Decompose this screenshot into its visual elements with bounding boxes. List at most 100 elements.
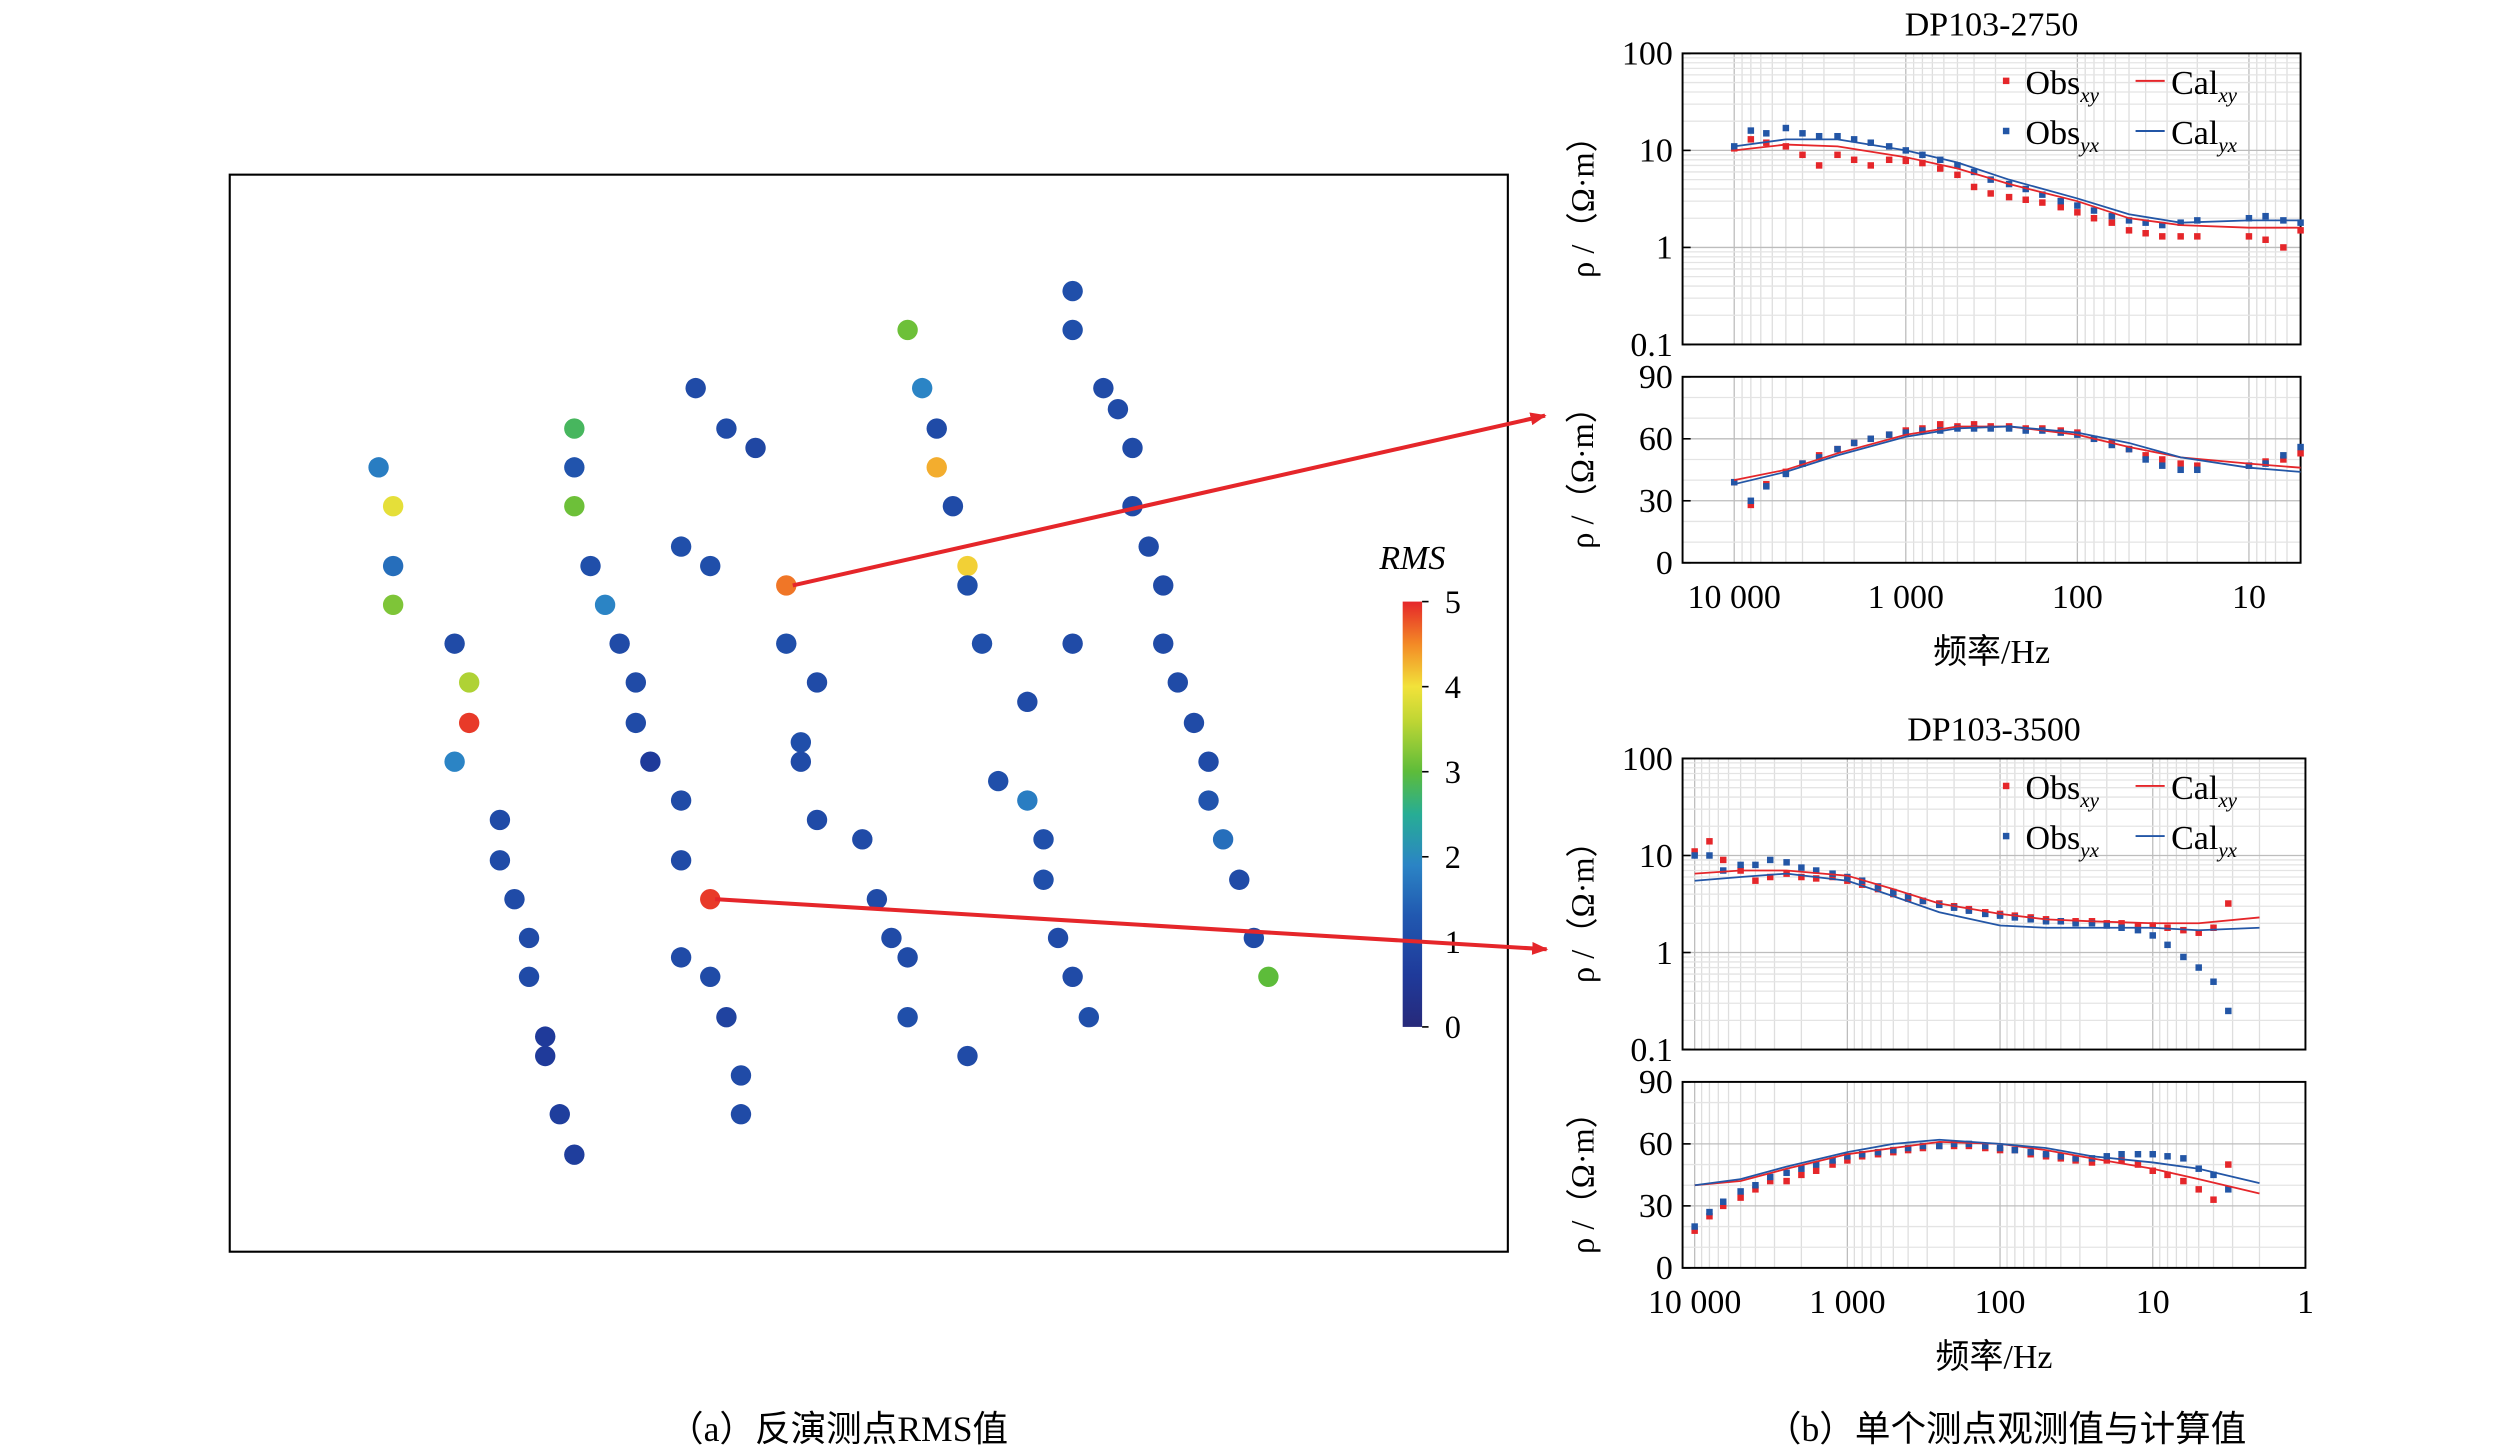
data-point	[1850, 439, 1858, 447]
y-tick-label: 1	[1656, 230, 1673, 267]
data-point	[2142, 452, 2149, 459]
data-point	[2262, 212, 2269, 220]
data-point	[1766, 1177, 1774, 1185]
x-tick-label: 100	[1975, 1284, 2026, 1321]
data-point	[2072, 1155, 2079, 1162]
y-tick-label: 0.1	[1630, 327, 1672, 364]
svg-text:Obsxy: Obsxy	[2026, 770, 2100, 812]
station-point	[518, 966, 540, 987]
arrow-to-dp103-3500	[714, 897, 1549, 955]
data-point	[2194, 462, 2201, 469]
data-point	[1987, 425, 1994, 432]
station-point	[1033, 869, 1054, 890]
data-point	[2074, 209, 2081, 216]
station-point	[685, 377, 706, 399]
data-point	[2022, 196, 2029, 203]
legend-item-cal-xy: Calxy	[2135, 65, 2238, 107]
data-point	[1798, 873, 1805, 881]
data-point	[1965, 907, 1973, 914]
data-point	[2134, 922, 2142, 929]
caption-a: （a）反演测点RMS值	[668, 1409, 1008, 1449]
data-point	[1812, 875, 1820, 882]
station-point	[957, 1045, 978, 1067]
station-point	[382, 555, 404, 577]
station-point	[942, 495, 964, 517]
data-point	[1829, 1157, 1836, 1164]
data-point	[2125, 227, 2133, 234]
data-point	[1890, 1146, 1897, 1154]
station-point	[382, 594, 404, 616]
data-point	[2164, 941, 2171, 949]
data-point	[2262, 460, 2269, 467]
x-tick-label: 1 000	[1809, 1284, 1885, 1321]
station-point	[700, 555, 721, 577]
series-line	[1734, 138, 2301, 224]
series-line	[1694, 1141, 2260, 1195]
data-point	[1834, 151, 1841, 159]
colorbar-tick-label: 2	[1445, 839, 1461, 875]
station-point	[518, 927, 540, 949]
y-tick-label: 1	[1656, 935, 1673, 972]
data-point	[2180, 953, 2187, 961]
station-point	[790, 732, 812, 753]
data-point	[1902, 157, 1910, 165]
data-point	[1982, 910, 1989, 918]
gridlines	[1682, 758, 2307, 1051]
plot-frame	[1681, 375, 2302, 564]
svg-text:Obsxy: Obsxy	[2026, 65, 2100, 107]
data-point	[1812, 1167, 1820, 1174]
data-point	[1858, 1150, 1866, 1158]
data-point	[2011, 1146, 2019, 1154]
data-point	[2210, 1196, 2217, 1203]
data-point	[1752, 861, 1759, 869]
data-point	[1812, 867, 1820, 874]
legend-item-obs-xy: Obsxy	[2002, 770, 2100, 812]
data-point	[1970, 421, 1978, 428]
data-point	[1747, 136, 1755, 143]
data-point	[2245, 462, 2253, 469]
data-point	[1752, 1181, 1759, 1189]
colorbar-tick-label: 5	[1445, 584, 1461, 620]
station-point	[1107, 398, 1129, 420]
data-point	[2103, 922, 2111, 929]
station-point	[1078, 1007, 1100, 1028]
station-point	[926, 457, 947, 478]
data-point	[1954, 171, 1961, 179]
data-point	[2159, 221, 2166, 229]
station-point	[670, 947, 692, 968]
colorbar-tick-label: 0	[1445, 1009, 1461, 1045]
data-point	[1844, 873, 1851, 881]
data-point	[1706, 1212, 1713, 1220]
colorbar-ticks: 012345	[1422, 584, 1461, 1045]
data-point	[2297, 443, 2304, 451]
y-axis-label: ρ /（Ω·m）	[1564, 391, 1600, 549]
y-tick-label: 100	[1622, 741, 1673, 778]
data-point	[1885, 143, 1893, 150]
data-point	[1858, 881, 1866, 888]
x-axis-label: 频率/Hz	[1933, 633, 2050, 671]
data-point	[1919, 427, 1926, 434]
data-point	[1783, 859, 1790, 866]
data-point	[1904, 1144, 1912, 1152]
station-point	[866, 888, 888, 910]
station-point	[790, 751, 812, 772]
data-point	[1936, 421, 1944, 428]
data-point	[1834, 132, 1841, 140]
data-point	[1965, 1140, 1973, 1148]
station-point	[382, 495, 404, 517]
station-point	[776, 575, 797, 596]
data-point	[2225, 1007, 2232, 1015]
data-point	[1706, 1208, 1713, 1216]
data-point	[2180, 1155, 2187, 1162]
data-point	[2142, 219, 2149, 226]
data-point	[2074, 202, 2081, 209]
data-point	[2118, 1150, 2125, 1158]
data-point	[1874, 883, 1882, 890]
data-point	[1747, 497, 1755, 505]
station-point	[1017, 691, 1038, 713]
data-point	[1719, 1198, 1727, 1205]
data-point	[1691, 1223, 1698, 1230]
colorbar-title: RMS	[1378, 540, 1445, 577]
data-point	[1798, 1171, 1805, 1179]
x-tick-label: 1	[2297, 1284, 2314, 1321]
